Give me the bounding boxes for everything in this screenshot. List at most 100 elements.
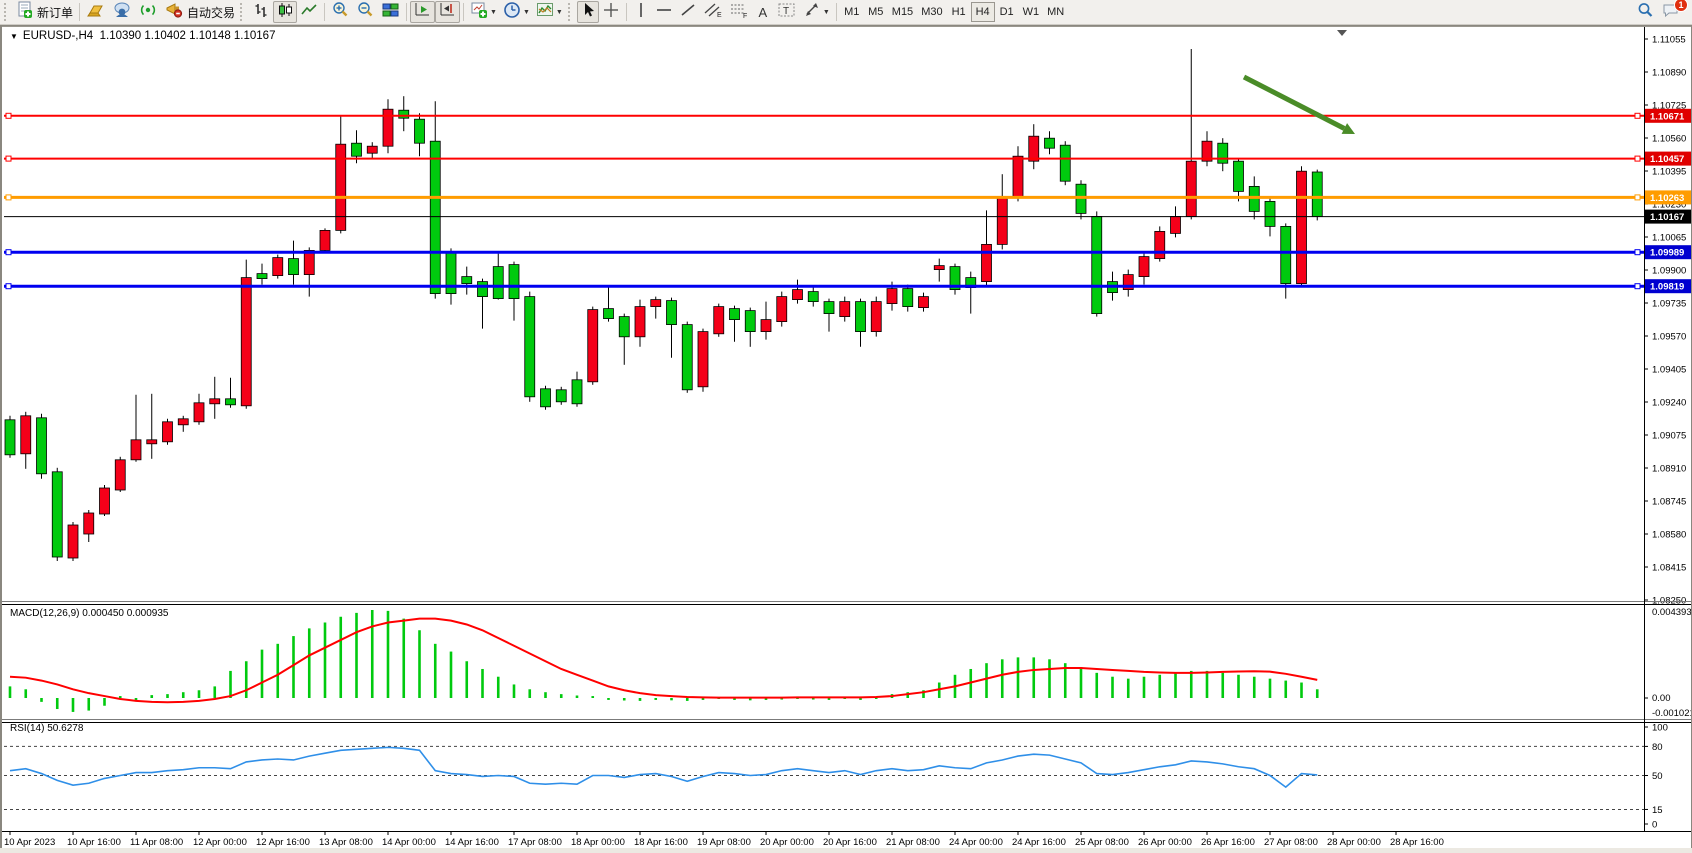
price-badge-value: 1.10457 [1650, 154, 1684, 165]
price-axis-label: 1.08745 [1652, 497, 1686, 508]
zoom-out-button[interactable] [353, 1, 378, 23]
time-axis-label: 12 Apr 00:00 [193, 837, 247, 848]
time-axis-label: 18 Apr 16:00 [634, 837, 688, 848]
trendline-tool-button[interactable] [676, 1, 700, 23]
cursor-icon [580, 1, 596, 24]
macd-axis-label: 0.004393 [1652, 607, 1691, 618]
autotrading-button[interactable]: 自动交易 [161, 1, 238, 23]
timeframe-h4-button[interactable]: H4 [970, 2, 995, 22]
new-order-label: 新订单 [37, 5, 74, 20]
line-handle [5, 194, 12, 201]
time-axis-label: 10 Apr 2023 [4, 837, 55, 848]
channel-icon: E [703, 1, 723, 24]
time-axis-label: 11 Apr 08:00 [130, 837, 183, 848]
text-tool-button[interactable]: A [752, 1, 774, 23]
price-badge-value: 1.10671 [1650, 111, 1685, 122]
market-depth-button[interactable] [83, 1, 109, 23]
autotrading-icon [164, 1, 184, 24]
chevron-down-icon: ▼ [822, 8, 830, 16]
fibonacci-tool-button[interactable]: F [726, 1, 752, 23]
time-axis-label: 20 Apr 16:00 [823, 837, 877, 848]
alerts-button[interactable] [135, 1, 161, 23]
timeframe-m30-button[interactable]: M30 [921, 6, 943, 18]
line-chart-icon [300, 1, 318, 24]
toolbar: 新订单 自动交易 [0, 0, 1692, 25]
rsi-axis-label: 50 [1652, 771, 1663, 782]
chevron-down-icon: ▼ [490, 8, 497, 16]
timeframe-m1-button[interactable]: M1 [844, 6, 860, 18]
price-axis-label: 1.10395 [1652, 167, 1686, 178]
time-axis-label: 28 Apr 00:00 [1327, 837, 1381, 848]
price-badge-value: 1.10263 [1650, 193, 1684, 204]
line-handle [1634, 155, 1641, 162]
collapse-icon[interactable]: ▼ [10, 32, 18, 41]
svg-text:T: T [783, 6, 789, 17]
time-axis-label: 26 Apr 00:00 [1138, 837, 1192, 848]
timeframe-w1-button[interactable]: W1 [1022, 6, 1040, 18]
time-axis-label: 18 Apr 00:00 [571, 837, 625, 848]
price-axis-label: 1.08910 [1652, 464, 1686, 475]
timeframe-h1-button[interactable]: H1 [951, 6, 966, 18]
price-axis-label: 1.10560 [1652, 134, 1686, 145]
timeframe-mn-button[interactable]: MN [1047, 6, 1065, 18]
timeframe-group: M1 M5 M15 M30 H1 H4 D1 W1 MN [840, 2, 1068, 22]
hline-icon [655, 1, 673, 24]
time-axis-label: 14 Apr 00:00 [382, 837, 436, 848]
indicators-icon [536, 1, 554, 24]
community-button[interactable] [109, 1, 135, 23]
price-axis-label: 1.09240 [1652, 398, 1686, 409]
macd-indicator-label: MACD(12,26,9) 0.000450 0.000935 [10, 608, 169, 619]
timeframe-m15-button[interactable]: M15 [891, 6, 914, 18]
rsi-line [9, 746, 1318, 789]
auto-scroll-button[interactable] [410, 1, 436, 23]
crosshair-button[interactable] [599, 1, 623, 23]
chart-shift-icon [438, 1, 457, 24]
hline-tool-button[interactable] [652, 1, 676, 23]
price-axis-label: 1.10230 [1652, 200, 1686, 211]
chart-shift-marker[interactable] [1337, 30, 1347, 36]
price-axis-label: 1.11055 [1652, 35, 1686, 46]
tile-windows-button[interactable] [378, 1, 403, 23]
label-icon: T [777, 1, 797, 24]
new-chart-icon [470, 1, 488, 24]
chat-button[interactable]: 1 [1658, 0, 1688, 23]
price-axis-label: 1.09735 [1652, 299, 1686, 310]
line-chart-button[interactable] [297, 1, 321, 23]
new-order-button[interactable]: 新订单 [13, 1, 76, 23]
new-chart-dropdown[interactable]: ▼ [467, 1, 500, 23]
time-axis-label: 20 Apr 00:00 [760, 837, 814, 848]
price-axis-label: 1.10725 [1652, 101, 1686, 112]
price-axis-label: 1.09570 [1652, 332, 1686, 343]
channel-tool-button[interactable]: E [700, 1, 726, 23]
time-axis-label: 25 Apr 08:00 [1075, 837, 1129, 848]
chart-canvas[interactable]: 10 Apr 2023 10 Apr 16:00 11 Apr 08:00 12 Ap… [2, 26, 1691, 848]
timeframe-d1-button[interactable]: D1 [999, 6, 1014, 18]
search-button[interactable] [1633, 1, 1658, 23]
timeframe-m5-button[interactable]: M5 [868, 6, 884, 18]
shapes-icon [803, 1, 821, 24]
signal-icon [138, 1, 158, 24]
indicators-dropdown[interactable]: ▼ [533, 1, 566, 23]
price-badge-value: 1.09989 [1650, 248, 1684, 259]
bar-chart-button[interactable] [249, 1, 273, 23]
chevron-down-icon: ▼ [522, 8, 530, 16]
clock-icon [503, 1, 521, 24]
time-axis-label: 24 Apr 16:00 [1012, 837, 1066, 848]
profiles-dropdown[interactable]: ▼ [500, 1, 533, 23]
candlestick-button[interactable] [273, 1, 298, 23]
rsi-axis-label: 15 [1652, 805, 1663, 816]
toolbar-grip[interactable] [4, 3, 11, 21]
price-axis-label: 1.08415 [1652, 563, 1686, 574]
vline-tool-button[interactable] [630, 1, 652, 23]
time-axis-label: 13 Apr 08:00 [319, 837, 373, 848]
shapes-dropdown[interactable]: ▼ [800, 1, 833, 23]
price-axis-label: 1.08580 [1652, 530, 1686, 541]
zoom-in-button[interactable] [328, 1, 353, 23]
chart-shift-button[interactable] [435, 1, 461, 24]
cursor-button[interactable] [576, 1, 599, 24]
label-tool-button[interactable]: T [774, 1, 800, 23]
time-axis-label: 17 Apr 08:00 [508, 837, 562, 848]
trend-arrow[interactable] [1242, 74, 1346, 131]
channel-sub-label: E [717, 12, 722, 19]
chart-title: ▼ EURUSD-,H4 1.10390 1.10402 1.10148 1.10… [10, 30, 275, 42]
